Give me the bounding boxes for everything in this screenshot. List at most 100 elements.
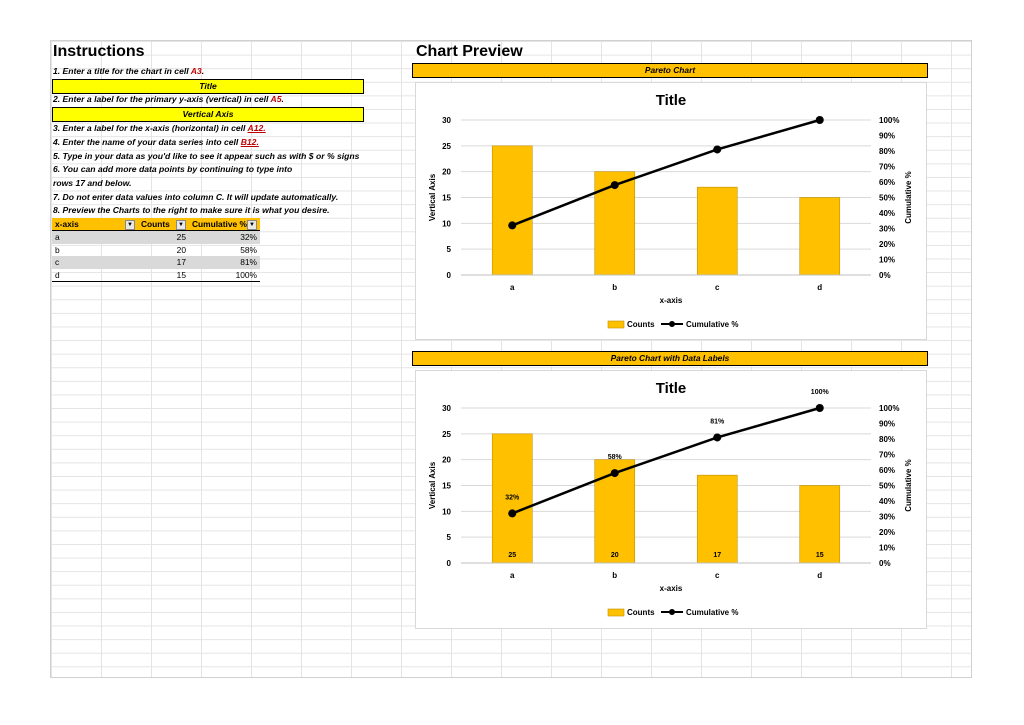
y-tick-label: 20 xyxy=(442,168,451,177)
y2-tick-label: 30% xyxy=(879,225,895,234)
y-tick-label: 15 xyxy=(442,482,451,491)
y2-tick-label: 0% xyxy=(879,271,891,280)
cell[interactable]: d xyxy=(52,268,138,283)
filter-dropdown-icon[interactable]: ▼ xyxy=(176,219,186,230)
y2-tick-label: 70% xyxy=(879,163,895,172)
instruction-step-3: 3. Enter a label for the x-axis (horizon… xyxy=(53,123,266,133)
legend-cumulative-label: Cumulative % xyxy=(686,608,738,617)
y2-tick-label: 60% xyxy=(879,178,895,187)
table-header-row: x-axis ▼ Counts ▼ Cumulative % ▼ xyxy=(52,218,260,231)
cell[interactable]: a xyxy=(52,230,138,244)
cell[interactable]: 17 xyxy=(138,256,189,269)
y2-tick-label: 10% xyxy=(879,256,895,265)
y-tick-label: 10 xyxy=(442,507,451,516)
instruction-step-1: 1. Enter a title for the chart in cell A… xyxy=(53,66,205,76)
y2-tick-label: 40% xyxy=(879,209,895,218)
x-axis-label: x-axis xyxy=(660,584,683,593)
cell[interactable]: 58% xyxy=(240,244,257,255)
x-tick-label: d xyxy=(817,283,822,292)
line-point xyxy=(610,469,619,478)
y-tick-label: 25 xyxy=(442,430,451,439)
bar-data-label: 25 xyxy=(508,552,516,559)
table-row: a 25 32% xyxy=(52,230,260,244)
bar xyxy=(696,474,738,564)
line-point xyxy=(815,116,824,124)
legend-counts-swatch xyxy=(607,320,625,329)
x-tick-label: c xyxy=(715,283,720,292)
legend-cumulative-marker xyxy=(669,321,675,327)
pareto-chart-labels[interactable]: Title 0 5 10 15 20 25 30 0% 10% 20% 30% 40% 50% 60% 70%… xyxy=(415,370,927,629)
instruction-step-6: 6. You can add more data points by conti… xyxy=(53,164,293,174)
chart2-header: Pareto Chart with Data Labels xyxy=(412,351,928,366)
instruction-step-8: 8. Preview the Charts to the right to ma… xyxy=(53,205,330,215)
y2-tick-label: 100% xyxy=(879,404,899,413)
bar xyxy=(491,145,533,276)
bar xyxy=(696,186,738,276)
y-tick-label: 30 xyxy=(442,116,451,125)
y-tick-label: 30 xyxy=(442,404,451,413)
line-point xyxy=(610,181,619,190)
y2-tick-label: 90% xyxy=(879,420,895,429)
bar-data-label: 20 xyxy=(611,552,619,559)
y2-tick-label: 20% xyxy=(879,240,895,249)
header-counts[interactable]: Counts ▼ xyxy=(138,218,189,231)
x-tick-label: b xyxy=(612,283,617,292)
line-point xyxy=(508,509,517,518)
filter-dropdown-icon[interactable]: ▼ xyxy=(247,219,257,230)
legend-counts-label: Counts xyxy=(627,608,655,617)
y-axis-label: Vertical Axis xyxy=(428,173,437,221)
y2-tick-label: 80% xyxy=(879,147,895,156)
bar xyxy=(799,485,841,564)
cell[interactable]: b xyxy=(55,244,60,255)
x-tick-label: b xyxy=(612,571,617,580)
y2-tick-label: 50% xyxy=(879,194,895,203)
instruction-step-4: 4. Enter the name of your data series in… xyxy=(53,137,259,147)
y2-tick-label: 60% xyxy=(879,466,895,475)
cell[interactable]: c xyxy=(52,256,138,269)
header-x-axis[interactable]: x-axis ▼ xyxy=(52,218,138,231)
y2-tick-label: 70% xyxy=(879,451,895,460)
chart-preview-heading: Chart Preview xyxy=(416,43,523,60)
y2-tick-label: 80% xyxy=(879,435,895,444)
pareto-chart-svg: Title 0 5 10 15 20 25 30 0% 10% 20% 30% 40% 50% 60% 70%… xyxy=(428,92,913,329)
y2-tick-label: 10% xyxy=(879,544,895,553)
y2-tick-label: 40% xyxy=(879,497,895,506)
x-tick-label: a xyxy=(510,283,515,292)
line-point xyxy=(713,433,722,442)
y-tick-label: 5 xyxy=(447,245,452,254)
line-point xyxy=(508,221,517,230)
legend-cumulative-marker xyxy=(669,609,675,615)
title-cell[interactable]: Title xyxy=(52,79,364,94)
line-data-label: 81% xyxy=(710,418,725,425)
line-data-label: 100% xyxy=(811,389,830,396)
y-tick-label: 15 xyxy=(442,194,451,203)
header-cumulative[interactable]: Cumulative % ▼ xyxy=(189,218,260,231)
x-tick-label: d xyxy=(817,571,822,580)
line-data-label: 58% xyxy=(608,454,623,461)
cell[interactable]: 15 xyxy=(138,268,189,283)
chart1-header: Pareto Chart xyxy=(412,63,928,78)
x-tick-label: a xyxy=(510,571,515,580)
cell[interactable]: 20 xyxy=(176,244,186,255)
y-tick-label: 5 xyxy=(447,533,452,542)
cell[interactable]: 81% xyxy=(189,256,260,269)
y-tick-label: 0 xyxy=(447,559,452,568)
bar-data-label: 15 xyxy=(816,552,824,559)
vertical-axis-cell[interactable]: Vertical Axis xyxy=(52,107,364,122)
cell[interactable]: 100% xyxy=(189,268,260,283)
instructions-heading: Instructions xyxy=(53,43,145,60)
instruction-step-2: 2. Enter a label for the primary y-axis … xyxy=(53,94,284,104)
instruction-step-7: 7. Do not enter data values into column … xyxy=(53,192,339,202)
data-table: x-axis ▼ Counts ▼ Cumulative % ▼ a 25 32% b… xyxy=(52,218,260,283)
filter-dropdown-icon[interactable]: ▼ xyxy=(125,219,135,230)
table-row: d 15 100% xyxy=(52,268,260,283)
pareto-chart-labels-svg: Title 0 5 10 15 20 25 30 0% 10% 20% 30% 40% 50% 60% 70%… xyxy=(428,380,913,617)
cumulative-line xyxy=(511,406,821,515)
cell[interactable]: 32% xyxy=(189,230,260,244)
line-data-label: 32% xyxy=(505,494,520,501)
instruction-step-5: 5. Type in your data as you'd like to se… xyxy=(53,151,360,161)
cell[interactable]: 25 xyxy=(138,230,189,244)
y2-tick-label: 30% xyxy=(879,513,895,522)
pareto-chart[interactable]: Title 0 5 10 15 20 25 30 0% 10% 20% 30% 40% 50% 60% 70%… xyxy=(415,82,927,340)
x-tick-label: c xyxy=(715,571,720,580)
